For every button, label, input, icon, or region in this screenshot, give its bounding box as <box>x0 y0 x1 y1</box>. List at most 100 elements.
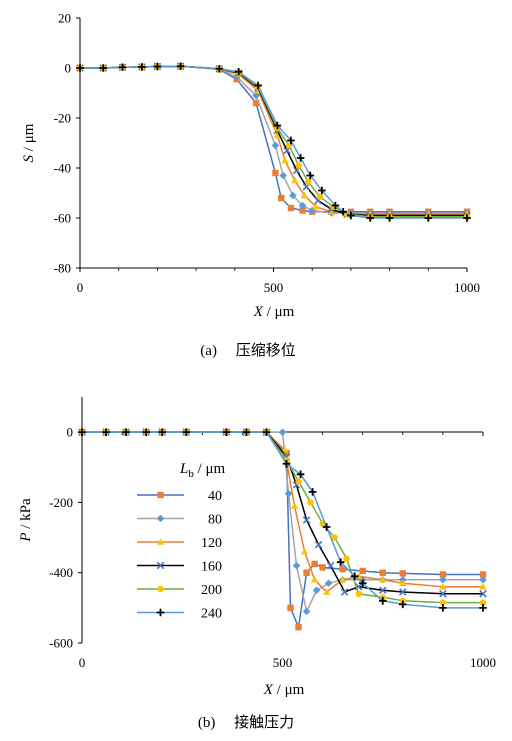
data-point <box>302 607 311 616</box>
data-point <box>158 428 166 436</box>
data-point <box>439 583 447 590</box>
series-240 <box>78 428 487 612</box>
data-point <box>281 156 289 164</box>
data-point <box>299 207 306 214</box>
data-point <box>254 81 262 90</box>
x-tick-label: 1000 <box>470 655 496 670</box>
data-point <box>118 63 127 72</box>
data-point <box>311 560 318 568</box>
data-point <box>295 623 302 631</box>
chart-a-xlabel: X / μm <box>253 304 295 320</box>
data-point <box>399 588 407 596</box>
y-tick-label: 0 <box>67 425 74 440</box>
data-point <box>316 193 324 200</box>
data-point <box>378 586 387 595</box>
chart-a-ylabel: S / μm <box>21 123 37 162</box>
data-point <box>287 136 295 145</box>
data-point <box>272 169 279 177</box>
data-point <box>379 569 386 576</box>
legend-marker <box>156 561 165 570</box>
data-point <box>331 201 340 210</box>
data-point <box>78 428 86 436</box>
data-point <box>273 121 282 130</box>
chart-b-series <box>78 428 487 631</box>
data-point <box>306 171 315 180</box>
data-point <box>182 428 191 436</box>
y-tick-label: 20 <box>58 11 71 26</box>
data-point <box>479 604 487 612</box>
chart-b-legend: Lb / μm 40 80 120 160 200 240 <box>137 461 226 622</box>
data-point <box>350 572 359 581</box>
data-point <box>312 203 320 210</box>
legend-marker <box>157 491 164 499</box>
data-point <box>339 207 347 216</box>
data-point <box>176 62 185 71</box>
data-point <box>326 561 335 570</box>
data-point <box>399 600 407 609</box>
data-point <box>292 561 301 570</box>
data-point <box>300 191 309 199</box>
y-tick-label: 0 <box>65 61 72 76</box>
x-tick-label: 0 <box>79 655 86 670</box>
legend-label: 240 <box>201 607 222 622</box>
series-line-240 <box>82 431 483 609</box>
data-point <box>399 579 407 587</box>
data-point <box>399 570 406 577</box>
legend-label: 160 <box>201 560 222 575</box>
data-point <box>439 590 447 598</box>
series-80 <box>76 62 471 217</box>
data-point <box>322 523 331 531</box>
data-point <box>439 571 447 578</box>
data-point <box>295 478 302 485</box>
series-line-40 <box>82 431 483 630</box>
data-point <box>339 576 347 583</box>
data-point <box>308 488 317 496</box>
legend-item-40: 40 <box>137 489 222 504</box>
data-point <box>331 534 338 541</box>
chart-a-caption: (a) 压缩移位 <box>200 342 295 359</box>
data-point <box>278 428 287 436</box>
legend-label: 120 <box>201 536 222 551</box>
data-point <box>366 214 375 222</box>
chart-b-xlabel: X / μm <box>263 682 305 698</box>
legend-label: 200 <box>201 583 222 598</box>
data-point <box>463 214 471 222</box>
y-tick-label: -60 <box>54 211 71 226</box>
data-point <box>215 64 224 73</box>
data-point <box>310 576 319 583</box>
data-point <box>122 428 130 436</box>
data-point <box>271 141 280 150</box>
data-point <box>303 569 310 576</box>
data-point <box>234 67 243 76</box>
data-point <box>424 214 433 222</box>
data-point <box>358 579 367 588</box>
data-point <box>479 590 487 598</box>
x-tick-label: 0 <box>77 280 84 295</box>
data-point <box>295 162 302 169</box>
data-point <box>378 597 387 605</box>
chart-a-series <box>76 62 471 222</box>
data-point <box>355 590 362 597</box>
y-tick-label: -400 <box>49 565 73 580</box>
data-point <box>153 62 162 71</box>
data-point <box>289 191 297 200</box>
data-point <box>305 178 312 185</box>
legend-label: 40 <box>208 489 222 504</box>
data-point <box>318 186 326 195</box>
series-240 <box>76 62 471 222</box>
data-point <box>479 583 487 590</box>
x-tick-label: 1000 <box>454 280 480 295</box>
data-point <box>242 428 251 436</box>
y-tick-label: -600 <box>49 636 73 651</box>
data-point <box>252 99 260 107</box>
data-point <box>278 194 285 202</box>
legend-item-160: 160 <box>137 560 222 575</box>
data-point <box>302 516 311 524</box>
legend-item-120: 120 <box>137 536 222 551</box>
data-point <box>102 428 110 436</box>
data-point <box>324 579 333 588</box>
legend-marker <box>156 538 165 545</box>
legend-item-200: 200 <box>137 583 222 598</box>
data-point <box>439 599 447 606</box>
